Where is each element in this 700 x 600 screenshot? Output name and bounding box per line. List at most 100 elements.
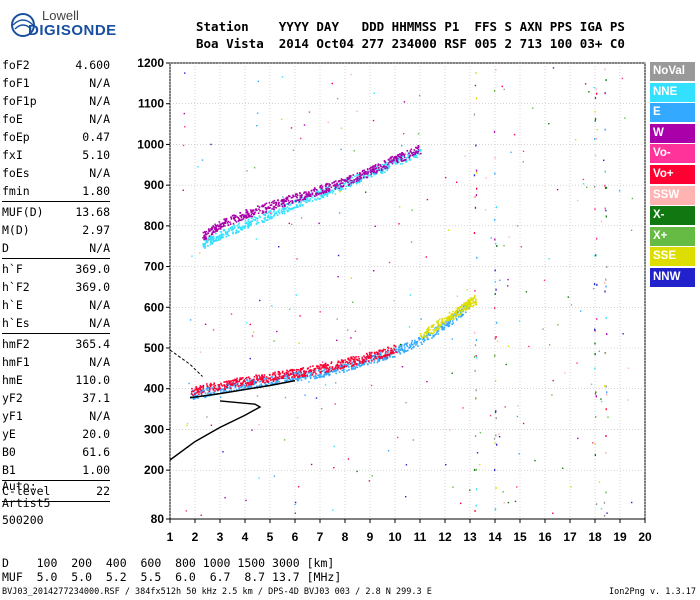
echo-point-w — [365, 171, 368, 173]
echo-point-e — [404, 347, 406, 349]
echo-point-e — [374, 353, 377, 356]
echo-point-e — [364, 359, 367, 361]
echo-point-nne — [360, 178, 362, 181]
echo-point-sse — [460, 306, 462, 309]
echo-point-w — [383, 160, 386, 162]
echo-point-nne — [360, 179, 362, 182]
echo-point-nne — [250, 222, 252, 225]
echo-point-nne — [388, 165, 391, 168]
echo-point-nne — [204, 242, 207, 245]
echo-point-w — [408, 156, 410, 159]
echo-point-vox — [296, 373, 299, 375]
echo-point-sse — [470, 299, 472, 301]
noise-point — [577, 437, 579, 440]
echo-point-vox — [232, 382, 234, 384]
echo-point-vox — [374, 355, 377, 358]
echo-point-sse — [447, 317, 450, 320]
param-name: D — [2, 241, 9, 255]
echo-point-e — [449, 322, 451, 325]
echo-point-nne — [380, 170, 382, 173]
echo-point-vox — [210, 382, 212, 385]
echo-point-vox — [340, 359, 343, 361]
echo-point-w — [358, 175, 360, 178]
echo-point-vox — [363, 355, 365, 357]
echo-point-vox — [332, 368, 335, 371]
echo-point-vox — [371, 360, 373, 362]
echo-point-e — [354, 359, 357, 361]
interference-point — [495, 410, 497, 413]
echo-point-sse — [467, 305, 469, 308]
echo-point-nne — [235, 232, 237, 235]
interference-point — [594, 342, 596, 345]
param-row: yE 20.0 — [2, 425, 110, 443]
echo-point-vox — [327, 364, 329, 367]
echo-point-nne — [209, 238, 212, 240]
echo-point-nne — [367, 175, 370, 177]
interference-point — [475, 389, 477, 392]
echo-point-w — [263, 204, 266, 207]
noise-point — [368, 480, 371, 482]
echo-point-nne — [217, 238, 220, 241]
echo-point-sse — [460, 311, 463, 314]
echo-point-nne — [222, 234, 225, 236]
echo-point-nne — [300, 203, 302, 206]
echo-point-vox — [230, 380, 233, 382]
noise-point — [404, 152, 406, 155]
muf-distance-row: D 100 200 400 600 800 1000 1500 3000 [km… — [2, 556, 335, 570]
echo-point-nne — [262, 220, 264, 223]
echo-point-nne — [301, 199, 303, 202]
echo-point-w — [364, 170, 366, 173]
echo-point-vox — [302, 367, 305, 369]
echo-point-e — [238, 388, 241, 390]
echo-point-nne — [397, 159, 399, 161]
echo-point-sse — [475, 298, 477, 301]
noise-point — [607, 416, 609, 418]
noise-point — [622, 333, 624, 335]
echo-point-vox — [362, 361, 365, 363]
echo-point-w — [270, 204, 273, 206]
y-tick-label: 400 — [144, 382, 164, 396]
echo-point-nne — [306, 197, 309, 200]
echo-point-sse — [438, 318, 441, 321]
noise-point — [373, 270, 375, 272]
echo-point-w — [328, 188, 331, 190]
noise-point — [624, 117, 626, 119]
echo-point-nne — [278, 211, 280, 214]
echo-point-e — [415, 341, 418, 344]
echo-point-e — [344, 363, 346, 366]
interference-point — [494, 280, 496, 283]
param-name: hmE — [2, 373, 23, 387]
echo-point-nne — [309, 200, 311, 202]
echo-point-sse — [436, 329, 438, 332]
noise-point — [199, 252, 201, 254]
echo-point-e — [342, 364, 345, 367]
echo-point-w — [275, 201, 278, 204]
echo-point-e — [389, 356, 391, 358]
echo-point-w — [328, 190, 330, 192]
noise-point — [618, 190, 621, 192]
param-row: hmF2 365.4 — [2, 335, 110, 353]
noise-point — [386, 357, 388, 359]
echo-point-w — [205, 233, 207, 236]
interference-point — [476, 171, 478, 174]
echo-point-vox — [288, 377, 290, 379]
echo-point-sse — [440, 321, 443, 324]
echo-point-w — [371, 166, 374, 168]
echo-point-vox — [273, 373, 276, 375]
echo-point-sse — [466, 308, 468, 311]
echo-point-e — [441, 325, 443, 327]
echo-point-w — [370, 167, 372, 169]
echo-point-sse — [427, 331, 430, 333]
echo-point-w — [250, 213, 253, 216]
param-value: N/A — [89, 316, 110, 330]
y-tick-label: 600 — [144, 300, 164, 314]
echo-point-w — [400, 152, 403, 155]
echo-point-e — [400, 348, 403, 350]
echo-point-w — [341, 186, 343, 188]
echo-point-e — [363, 362, 365, 364]
echo-point-e — [346, 370, 348, 372]
noise-point — [498, 433, 500, 435]
echo-point-w — [409, 154, 412, 157]
echo-point-w — [388, 162, 390, 164]
noise-point — [393, 300, 395, 302]
